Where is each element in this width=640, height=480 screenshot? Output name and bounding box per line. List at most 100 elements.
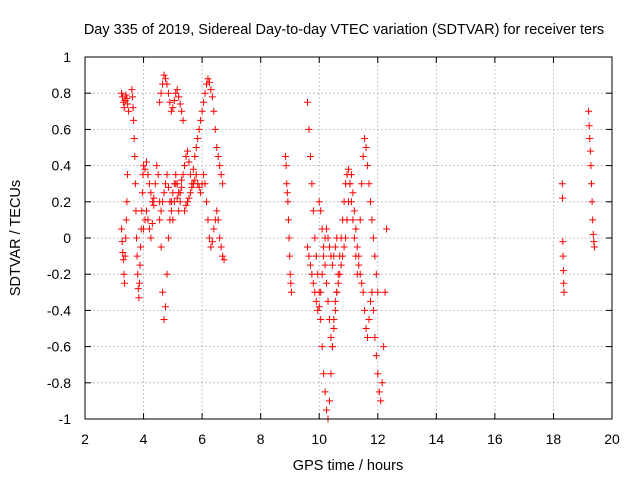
data-point (340, 243, 348, 251)
x-axis-label: GPS time / hours (293, 458, 403, 474)
x-tick-label: 6 (198, 431, 206, 447)
data-point (121, 96, 129, 104)
data-point (119, 256, 127, 264)
data-point (306, 153, 314, 161)
data-point (157, 207, 165, 215)
data-point (213, 207, 221, 215)
data-point (361, 306, 369, 314)
data-point (122, 234, 130, 242)
data-point (364, 334, 372, 342)
data-point (119, 98, 127, 106)
data-point (358, 279, 366, 287)
data-point (325, 243, 333, 251)
data-point (346, 180, 354, 188)
data-point (178, 183, 186, 191)
data-point (118, 89, 126, 97)
data-point (216, 162, 224, 170)
data-point (201, 89, 209, 97)
data-point (135, 279, 143, 287)
data-point (169, 189, 177, 197)
data-point (320, 243, 328, 251)
data-point (162, 303, 170, 311)
data-point (191, 153, 199, 161)
data-point (125, 107, 133, 115)
y-tick-label: -0.8 (47, 375, 71, 391)
data-point (282, 162, 290, 170)
data-point (157, 89, 165, 97)
series-sat-C (128, 86, 158, 302)
data-point (128, 86, 136, 94)
data-point (217, 243, 225, 251)
series-sat-K (304, 225, 341, 314)
data-point (172, 171, 180, 179)
data-point (163, 171, 171, 179)
data-point (369, 306, 377, 314)
data-point (178, 107, 186, 115)
data-point (123, 171, 131, 179)
data-point (211, 125, 219, 133)
data-point (309, 279, 317, 287)
data-point (317, 288, 325, 296)
data-point (359, 288, 367, 296)
y-axis-label: SDTVAR / TECUs (8, 180, 24, 296)
data-point (164, 89, 172, 97)
data-point (119, 248, 127, 256)
data-point (132, 207, 140, 215)
data-point (154, 171, 162, 179)
data-point (216, 234, 224, 242)
data-point (559, 252, 567, 260)
data-point (321, 261, 329, 269)
data-point (364, 162, 372, 170)
data-point (305, 125, 313, 133)
data-point (166, 98, 174, 106)
data-point (361, 134, 369, 142)
data-point (150, 201, 158, 209)
data-point (120, 104, 128, 112)
data-point (131, 180, 139, 188)
data-point (142, 207, 150, 215)
data-point (374, 370, 382, 378)
data-point (352, 225, 360, 233)
data-point (136, 261, 144, 269)
data-point (219, 180, 227, 188)
data-point (185, 158, 193, 166)
data-point (164, 234, 172, 242)
data-point (337, 261, 345, 269)
data-point (160, 189, 168, 197)
data-point (358, 180, 366, 188)
data-point (308, 180, 316, 188)
data-point (323, 406, 331, 414)
data-point (362, 144, 370, 151)
y-tick-label: -0.6 (47, 339, 71, 355)
data-point (321, 388, 329, 396)
data-point (124, 100, 132, 108)
x-tick-label: 20 (604, 431, 620, 447)
data-point (587, 162, 595, 170)
y-tick-label: -1 (59, 411, 72, 427)
data-point (353, 243, 361, 251)
data-point (182, 201, 190, 209)
data-point (369, 234, 377, 242)
data-point (585, 122, 593, 130)
data-point (183, 147, 191, 155)
series-sat-I (304, 98, 391, 423)
data-point (133, 252, 141, 260)
data-point (328, 343, 336, 351)
series-sat-F (181, 171, 228, 264)
data-point (325, 315, 333, 323)
data-point (311, 234, 319, 242)
data-point (182, 153, 190, 161)
plot-frame (84, 56, 613, 420)
data-point (336, 252, 344, 260)
data-point (134, 270, 142, 278)
data-point (330, 325, 338, 332)
data-point (162, 180, 170, 188)
data-point (133, 234, 141, 242)
data-point (201, 180, 209, 188)
data-point (181, 162, 189, 170)
data-point (220, 256, 228, 264)
data-point (304, 243, 312, 251)
data-point (318, 343, 326, 351)
data-point (312, 297, 320, 305)
